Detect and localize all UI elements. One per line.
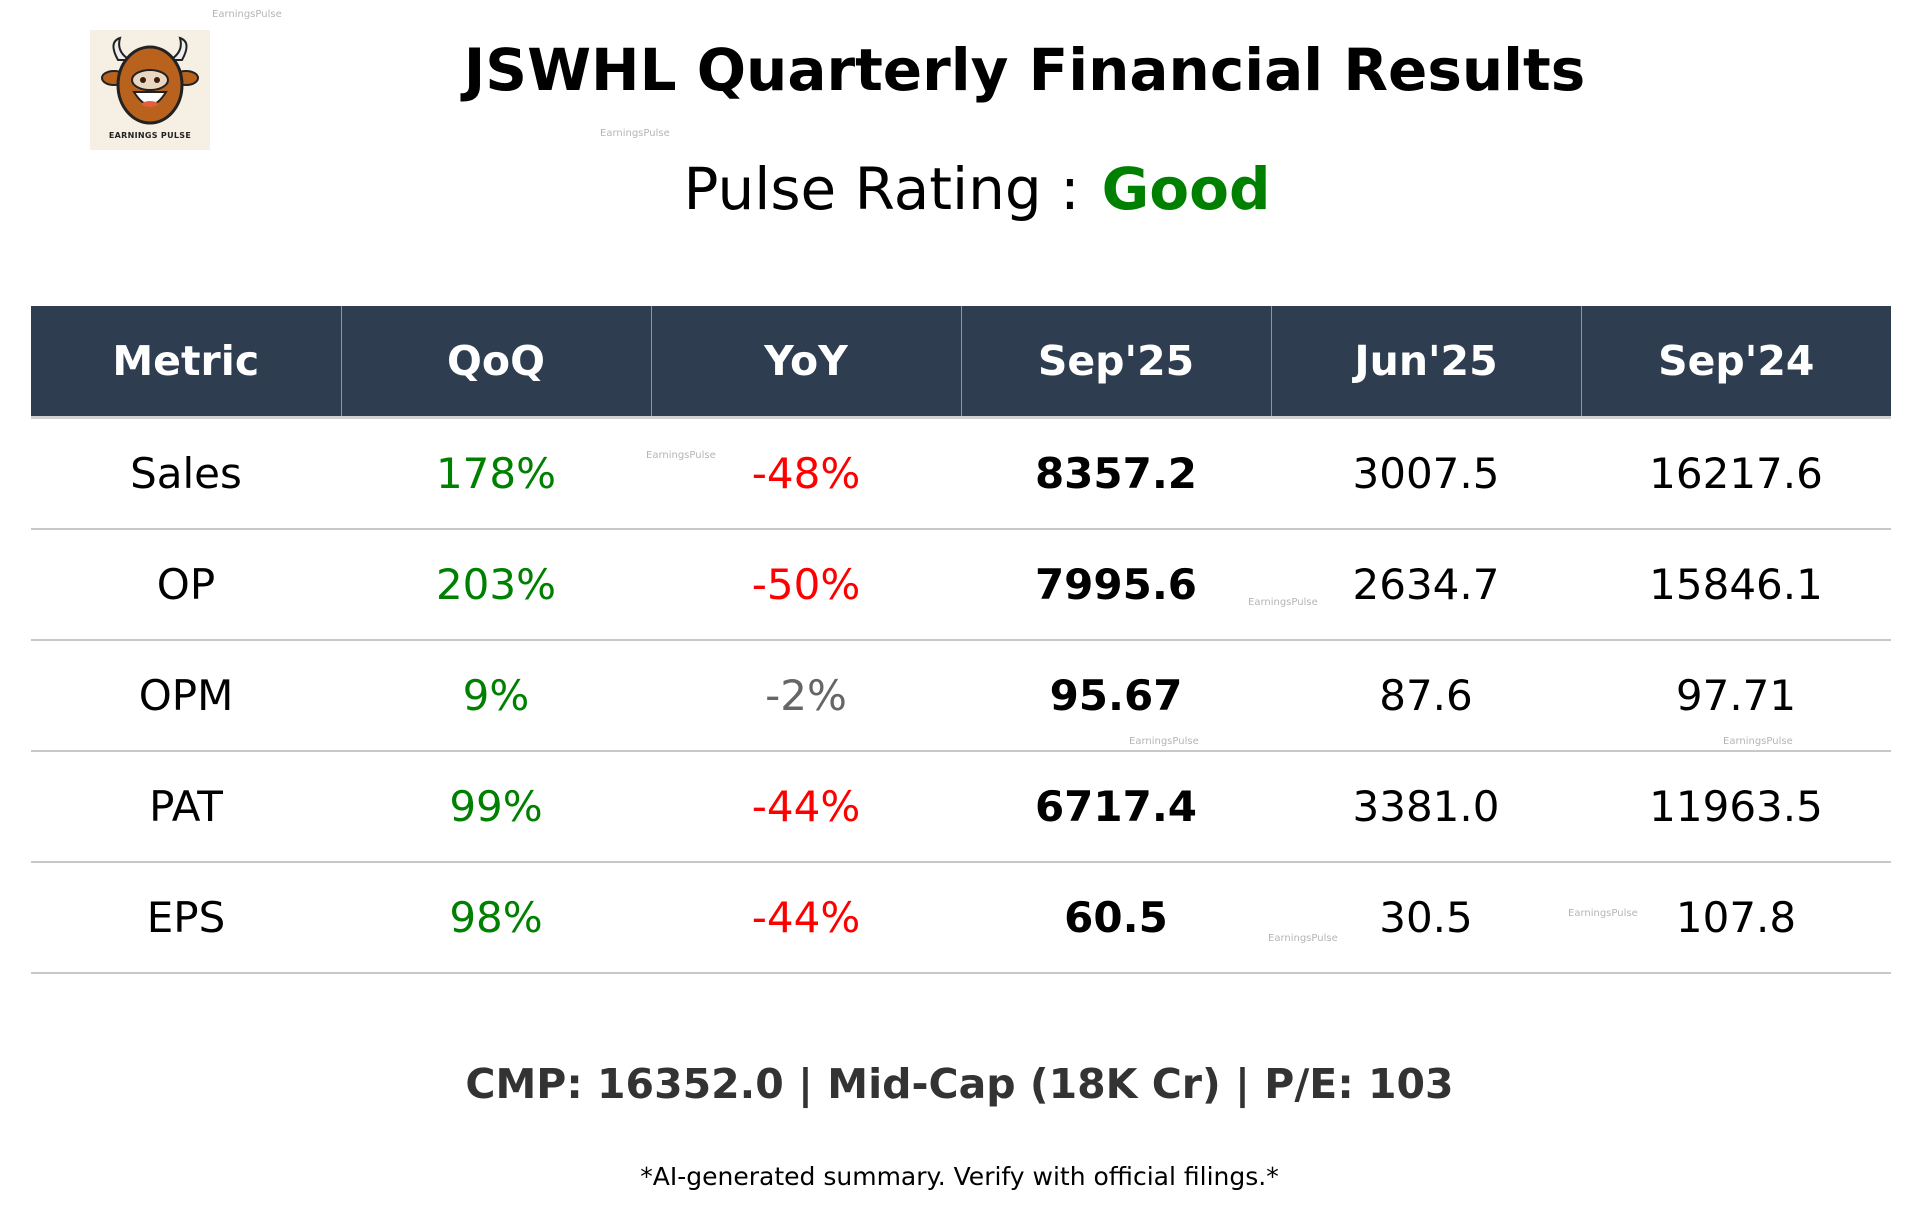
table-row: EPS 98% -44% 60.5 30.5 107.8 <box>31 862 1891 974</box>
earnings-pulse-logo: EARNINGS PULSE <box>90 30 210 150</box>
table-row: PAT 99% -44% 6717.4 3381.0 11963.5 <box>31 751 1891 863</box>
watermark: EarningsPulse <box>1268 933 1338 944</box>
cell-qoq: 99% <box>341 751 651 863</box>
cell-qoq: 178% <box>341 417 651 530</box>
cell-sep25: 6717.4 <box>961 751 1271 863</box>
cell-sep25: 60.5 <box>961 862 1271 974</box>
cell-metric: Sales <box>31 417 341 530</box>
cell-qoq: 98% <box>341 862 651 974</box>
watermark: EarningsPulse <box>646 450 716 461</box>
cell-jun25: 2634.7 <box>1271 529 1581 641</box>
table-row: OPM 9% -2% 95.67 87.6 97.71 <box>31 640 1891 752</box>
cell-jun25: 87.6 <box>1271 640 1581 752</box>
header-jun25: Jun'25 <box>1270 306 1581 418</box>
header-sep25: Sep'25 <box>960 306 1271 418</box>
header-sep24: Sep'24 <box>1580 306 1891 418</box>
logo-text: EARNINGS PULSE <box>108 131 192 140</box>
header-metric: Metric <box>31 306 341 418</box>
watermark: EarningsPulse <box>1568 908 1638 919</box>
watermark: EarningsPulse <box>600 128 670 139</box>
cell-sep25: 7995.6 <box>961 529 1271 641</box>
page-title: JSWHL Quarterly Financial Results <box>463 36 1586 104</box>
cell-jun25: 3381.0 <box>1271 751 1581 863</box>
cell-qoq: 9% <box>341 640 651 752</box>
cell-sep24: 97.71 <box>1581 640 1891 752</box>
pulse-rating: Pulse Rating : Good <box>0 155 1919 223</box>
cell-yoy: -48% <box>651 417 961 530</box>
rating-value: Good <box>1101 155 1271 223</box>
cell-yoy: -44% <box>651 862 961 974</box>
cell-metric: OP <box>31 529 341 641</box>
cell-yoy: -2% <box>651 640 961 752</box>
cell-yoy: -50% <box>651 529 961 641</box>
watermark: EarningsPulse <box>1129 736 1199 747</box>
cell-jun25: 30.5 <box>1271 862 1581 974</box>
bull-icon <box>101 36 199 125</box>
market-summary: CMP: 16352.0 | Mid-Cap (18K Cr) | P/E: 1… <box>465 1060 1454 1108</box>
cell-metric: OPM <box>31 640 341 752</box>
watermark: EarningsPulse <box>1248 597 1318 608</box>
cell-metric: EPS <box>31 862 341 974</box>
watermark: EarningsPulse <box>1723 736 1793 747</box>
cell-sep24: 16217.6 <box>1581 417 1891 530</box>
results-table: Metric QoQ YoY Sep'25 Jun'25 Sep'24 Sale… <box>31 306 1891 974</box>
cell-sep24: 11963.5 <box>1581 751 1891 863</box>
rating-label: Pulse Rating : <box>683 155 1080 223</box>
header-qoq: QoQ <box>340 306 651 418</box>
watermark: EarningsPulse <box>212 9 282 20</box>
cell-sep24: 15846.1 <box>1581 529 1891 641</box>
table-row: Sales 178% -48% 8357.2 3007.5 16217.6 <box>31 417 1891 530</box>
cell-sep24: 107.8 <box>1581 862 1891 974</box>
table-row: OP 203% -50% 7995.6 2634.7 15846.1 <box>31 529 1891 641</box>
cell-jun25: 3007.5 <box>1271 417 1581 530</box>
cell-yoy: -44% <box>651 751 961 863</box>
cell-metric: PAT <box>31 751 341 863</box>
header-yoy: YoY <box>650 306 961 418</box>
disclaimer: *AI-generated summary. Verify with offic… <box>640 1162 1279 1191</box>
cell-sep25: 95.67 <box>961 640 1271 752</box>
cell-qoq: 203% <box>341 529 651 641</box>
table-header-row: Metric QoQ YoY Sep'25 Jun'25 Sep'24 <box>31 306 1891 418</box>
cell-sep25: 8357.2 <box>961 417 1271 530</box>
